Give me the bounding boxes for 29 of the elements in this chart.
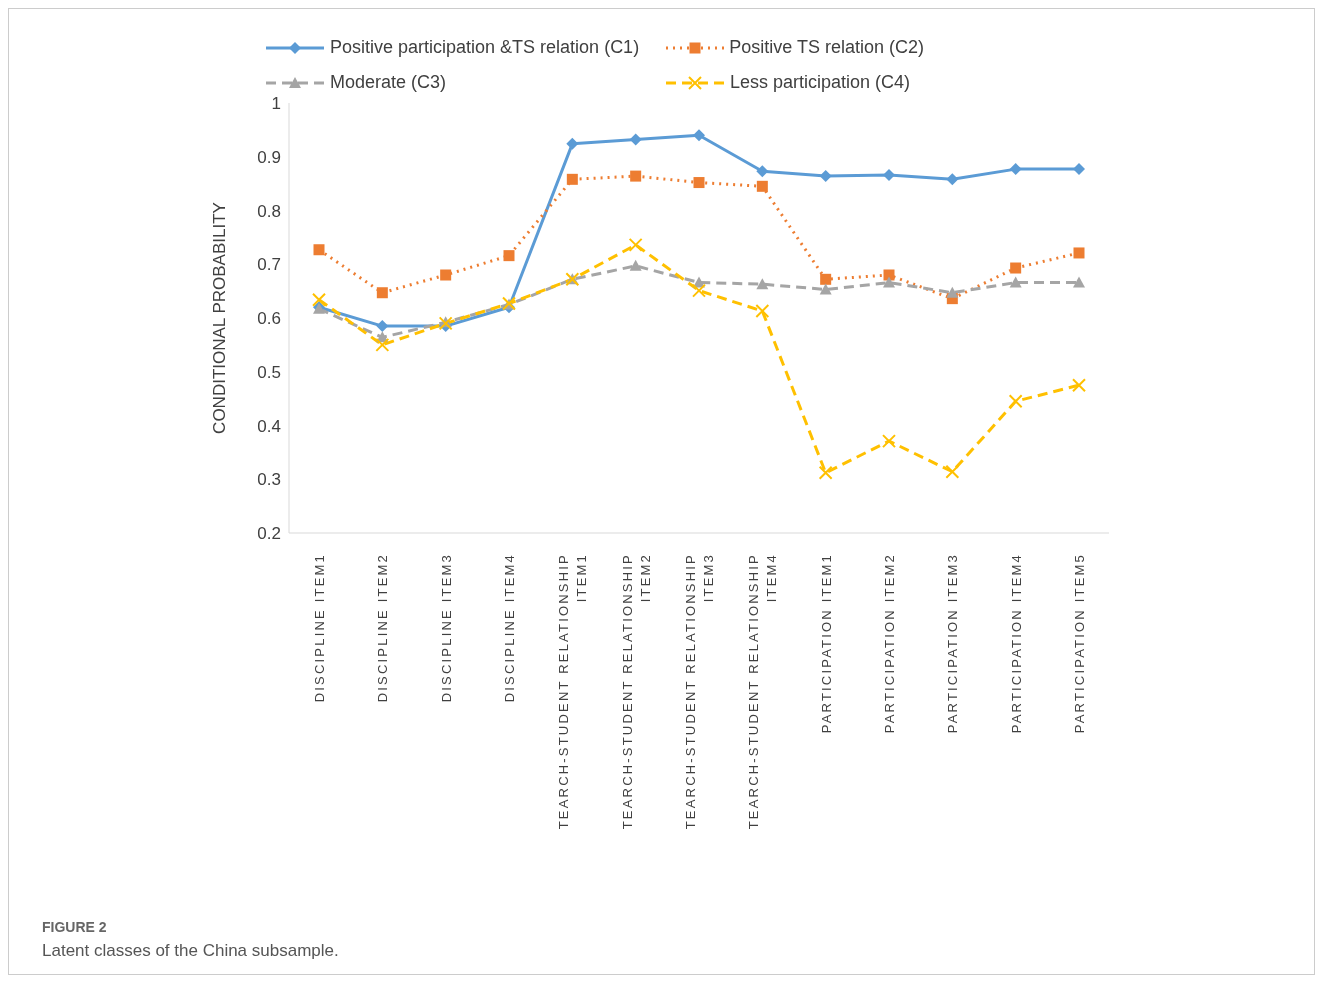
x-tick-label: DISCIPLINE ITEM2	[375, 553, 391, 703]
y-tick-label: 0.4	[257, 416, 281, 436]
x-tick-label: PARTICIPATION ITEM3	[945, 553, 961, 734]
y-axis-title: CONDITIONAL PROBABILITY	[210, 202, 230, 434]
y-tick-label: 1	[271, 94, 281, 114]
x-tick-label: PARTICIPATION ITEM5	[1072, 553, 1087, 734]
x-tick-label: TEARCH-STUDENT RELATIONSHIP ITEM3	[683, 553, 716, 830]
legend-label: Moderate (C3)	[330, 72, 447, 93]
text: Latent classes of the China subsample.	[42, 941, 339, 961]
legend-label: Positive participation &TS relation (C1)	[330, 37, 640, 58]
caption: FIGURE 2	[42, 919, 108, 935]
x-tick-label: PARTICIPATION ITEM2	[882, 553, 897, 734]
legend-label: Less participation (C4)	[730, 72, 911, 93]
legend-label: Positive TS relation (C2)	[729, 37, 924, 58]
x-tick-label: DISCIPLINE ITEM1	[312, 553, 327, 703]
x-tick-label: TEARCH-STUDENT RELATIONSHIP ITEM2	[619, 553, 653, 830]
x-tick-label: PARTICIPATION ITEM4	[1008, 553, 1024, 734]
y-tick-label: 0.9	[257, 147, 281, 167]
x-tick-label: DISCIPLINE ITEM4	[502, 553, 517, 703]
x-tick-label: TEARCH-STUDENT RELATIONSHIP ITEM4	[746, 553, 780, 830]
x-tick-label: PARTICIPATION ITEM1	[818, 553, 834, 734]
y-tick-label: 0.6	[257, 309, 281, 329]
y-tick-label: 0.8	[257, 201, 281, 221]
y-tick-label: 0.3	[257, 470, 281, 490]
y-tick-label: 0.2	[257, 524, 281, 544]
y-tick-label: 0.5	[257, 362, 281, 382]
x-tick-label: DISCIPLINE ITEM3	[438, 553, 454, 703]
y-tick-label: 0.7	[257, 255, 281, 275]
x-tick-label: TEARCH-STUDENT RELATIONSHIP ITEM1	[556, 553, 590, 830]
